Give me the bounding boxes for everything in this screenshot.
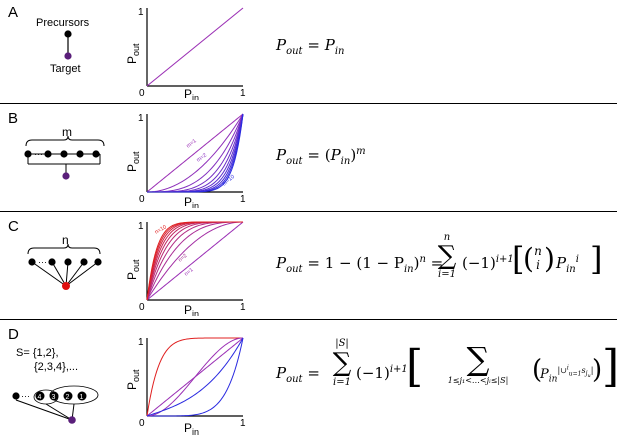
x-axis-label: Pin (184, 195, 199, 208)
set-line-1: S= {1,2}, (16, 347, 59, 359)
panel-letter-a: A (8, 4, 19, 21)
tick-zero: 0 (139, 302, 145, 313)
y-axis-label: Pout (126, 151, 141, 172)
node-4 (35, 391, 45, 401)
tick-zero: 0 (139, 194, 145, 205)
complement-curve-n-10 (146, 221, 243, 301)
x-axis-label: Pin (184, 303, 199, 316)
y-axis-label: Pout (126, 43, 141, 64)
y-axis-label: Pout (126, 369, 141, 390)
complement-curve-n-2 (146, 221, 244, 301)
set-line-2: {2,3,4},... (34, 361, 78, 373)
curve-label-n1: n=1 (184, 267, 195, 277)
complement-curves (146, 221, 244, 301)
svg-text:2: 2 (66, 394, 70, 401)
power-curve-m-2 (146, 113, 244, 193)
svg-text:···: ··· (34, 149, 43, 159)
panel-letter-c: C (8, 218, 19, 235)
y-tick-one: 1 (138, 337, 144, 348)
y-tick-one: 1 (138, 221, 144, 232)
x-tick-one: 1 (240, 418, 246, 429)
divider-b-c (0, 211, 617, 212)
node-1 (77, 391, 87, 401)
panel-b-plot: Pout 1 0 1 m=1 m=2 m=10 Pin (126, 113, 246, 208)
power-curves (146, 113, 244, 193)
y-tick-one: 1 (138, 113, 144, 124)
complement-curve-n-1 (146, 221, 244, 301)
formula-b: Pout = (Pin)m (276, 146, 366, 167)
y-tick-one: 1 (138, 7, 144, 18)
precursor-node (64, 30, 72, 38)
target-node-d (68, 416, 76, 424)
node-3 (49, 391, 59, 401)
mixed-curve-3 (147, 337, 244, 417)
panel-a-diagram: Precursors Target (36, 17, 90, 75)
panel-c-plot: Pout 1 0 1 n=10 n=2 n=1 Pin (126, 221, 246, 316)
curve-label-m2: m=2 (196, 152, 208, 163)
panel-letter-d: D (8, 326, 19, 343)
curve-label-m1: m=1 (186, 138, 198, 149)
group-label-m: m (62, 125, 72, 139)
formula-d: Pout = |S| ∑ i=1 (−1)i+1 [ ∑ 1≤j₁<…<jᵢ≤|… (276, 338, 617, 392)
panel-b-diagram: m ··· (24, 125, 105, 180)
identity-curve (146, 7, 244, 87)
divider-c-d (0, 319, 617, 320)
power-curve-m-10 (147, 113, 244, 193)
node-2 (63, 391, 73, 401)
tick-zero: 0 (139, 88, 145, 99)
panel-c-diagram: n ··· (27, 233, 102, 290)
x-axis-label: Pin (184, 87, 199, 100)
svg-text:···: ··· (21, 391, 30, 401)
x-axis-label: Pin (184, 421, 199, 436)
curve-label-n10: n=10 (154, 224, 168, 235)
y-axis-label: Pout (126, 259, 141, 280)
svg-text:···: ··· (38, 257, 47, 267)
mixed-curve-1 (146, 337, 243, 417)
target-node (64, 52, 72, 60)
target-node-c (62, 282, 70, 290)
precursors-label: Precursors (36, 17, 90, 29)
target-label: Target (50, 63, 81, 75)
svg-text:4: 4 (38, 394, 42, 401)
x-tick-one: 1 (240, 194, 246, 205)
panel-d-diagram: S= {1,2}, {2,3,4},... ··· 4 3 2 1 (12, 347, 99, 424)
panel-d-plot: Pout 1 0 1 Pin (126, 337, 246, 436)
formula-c: Pout = 1 − (1 − Pin)n = n ∑ i=1 (−1)i+1 … (276, 232, 603, 280)
tick-zero: 0 (139, 418, 145, 429)
formula-a: Pout = Pin (276, 36, 345, 57)
mixed-curves (146, 337, 244, 417)
target-node-b (62, 172, 70, 180)
panel-a-plot: Pout 1 0 1 Pin (126, 7, 246, 100)
mixed-curve-5 (146, 337, 244, 417)
svg-text:1: 1 (80, 394, 84, 401)
svg-text:3: 3 (52, 394, 56, 401)
panel-letter-b: B (8, 110, 19, 127)
divider-a-b (0, 103, 617, 104)
x-tick-one: 1 (240, 302, 246, 313)
curve-label-n2: n=2 (177, 253, 188, 264)
group-label-n: n (62, 233, 69, 247)
x-tick-one: 1 (240, 88, 246, 99)
power-curve-m-1 (146, 113, 244, 193)
